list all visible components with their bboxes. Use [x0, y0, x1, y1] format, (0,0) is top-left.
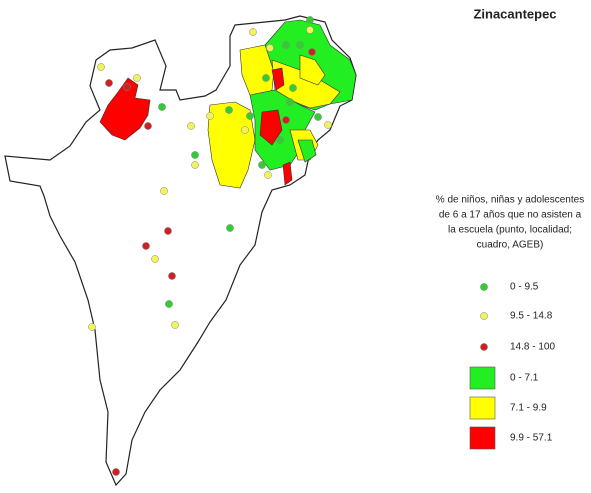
- locality-point: [88, 323, 96, 331]
- ageb: [271, 67, 285, 91]
- ageb: [297, 139, 317, 163]
- locality-point: [306, 16, 314, 24]
- legend-title: de 6 a 17 años que no asisten a: [439, 210, 582, 221]
- locality-point: [282, 116, 290, 124]
- ageb: [299, 54, 326, 86]
- locality-point: [264, 171, 272, 179]
- locality-point: [142, 242, 150, 250]
- locality-point: [187, 122, 195, 130]
- locality-point: [262, 74, 270, 82]
- ageb: [207, 101, 256, 189]
- legend-dot: [480, 343, 488, 351]
- locality-point: [158, 103, 166, 111]
- locality-point: [133, 74, 141, 82]
- locality-point: [191, 161, 199, 169]
- legend-label: 0 - 9.5: [510, 282, 539, 293]
- legend-label: 0 - 7.1: [510, 373, 539, 384]
- legend-label: 14.8 - 100: [510, 342, 555, 353]
- legend-label: 9.9 - 57.1: [510, 433, 553, 444]
- locality-point: [276, 136, 284, 144]
- locality-red: [99, 77, 151, 141]
- map-title: Zinacantepec: [473, 6, 556, 21]
- locality-point: [308, 48, 316, 56]
- ageb: [259, 109, 283, 146]
- locality-point: [241, 126, 249, 134]
- locality-point: [191, 151, 199, 159]
- locality-point: [151, 255, 159, 263]
- locality-point: [324, 121, 332, 129]
- legend-swatch: [469, 396, 496, 420]
- locality-point: [171, 321, 179, 329]
- locality-point: [160, 187, 168, 195]
- locality-point: [123, 83, 131, 91]
- locality-point: [314, 113, 322, 121]
- locality-point: [296, 41, 304, 49]
- legend-swatch: [469, 426, 496, 450]
- legend-dot: [480, 283, 488, 291]
- locality-point: [105, 79, 113, 87]
- locality-point: [168, 272, 176, 280]
- locality-point: [164, 227, 172, 235]
- locality-point: [286, 98, 294, 106]
- locality-point: [226, 224, 234, 232]
- locality-point: [206, 112, 214, 120]
- locality-point: [165, 300, 173, 308]
- locality-point: [266, 44, 274, 52]
- legend-title: % de niños, niñas y adolescentes: [436, 195, 584, 206]
- locality-point: [112, 468, 120, 476]
- ageb: [282, 161, 293, 186]
- locality-point: [225, 106, 233, 114]
- legend-title: la escuela (punto, localidad;: [448, 225, 572, 236]
- legend-label: 7.1 - 9.9: [510, 403, 547, 414]
- locality-point: [97, 63, 105, 71]
- locality-point: [289, 84, 297, 92]
- locality-point: [258, 161, 266, 169]
- legend-title: cuadro, AGEB): [477, 240, 544, 251]
- locality-point: [249, 28, 257, 36]
- legend-swatch: [469, 366, 496, 390]
- legend-label: 9.5 - 14.8: [510, 311, 553, 322]
- locality-point: [282, 41, 290, 49]
- locality-point: [246, 112, 254, 120]
- legend-dot: [480, 312, 488, 320]
- ageb: [99, 77, 151, 141]
- locality-point: [306, 26, 314, 34]
- locality-point: [144, 122, 152, 130]
